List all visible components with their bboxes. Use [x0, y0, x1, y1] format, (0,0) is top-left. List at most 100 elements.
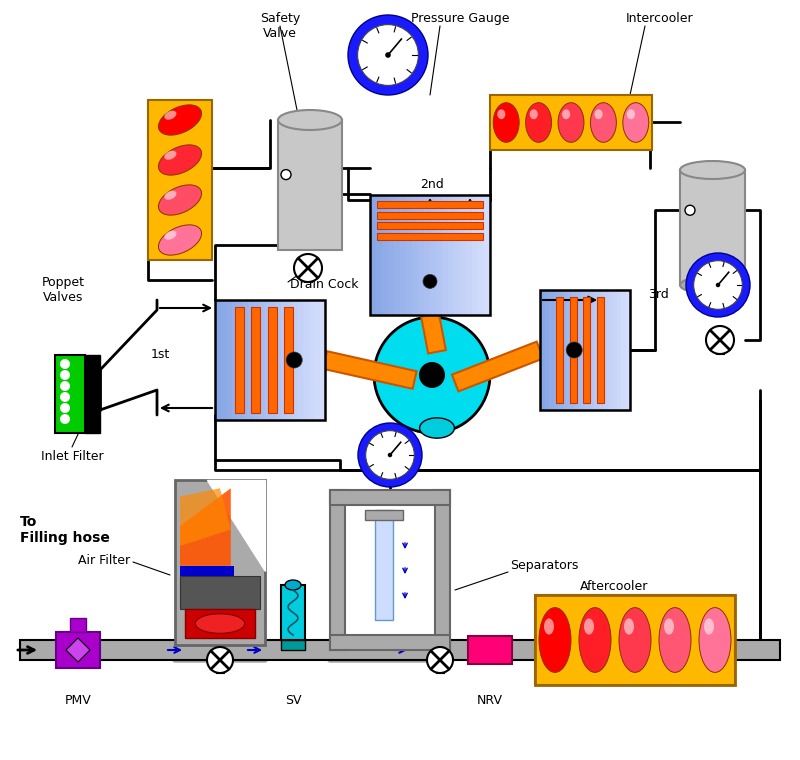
- Bar: [540, 290, 545, 410]
- Bar: [237, 300, 243, 420]
- Ellipse shape: [659, 607, 691, 673]
- Polygon shape: [206, 480, 265, 571]
- Circle shape: [348, 15, 428, 95]
- Bar: [562, 290, 567, 410]
- Bar: [319, 300, 326, 420]
- Bar: [221, 300, 226, 420]
- Text: Aftercooler: Aftercooler: [580, 580, 648, 593]
- Bar: [590, 290, 594, 410]
- Bar: [545, 290, 550, 410]
- Bar: [412, 195, 418, 315]
- Bar: [430, 195, 437, 315]
- Bar: [716, 347, 724, 354]
- Bar: [378, 201, 482, 208]
- Bar: [378, 222, 482, 230]
- Bar: [400, 195, 406, 315]
- Bar: [304, 254, 312, 261]
- Bar: [185, 609, 255, 638]
- Bar: [148, 100, 212, 260]
- Ellipse shape: [158, 105, 202, 135]
- Bar: [549, 290, 554, 410]
- Bar: [680, 170, 745, 285]
- Circle shape: [60, 370, 70, 380]
- Bar: [468, 636, 512, 664]
- Circle shape: [60, 414, 70, 424]
- Bar: [281, 300, 287, 420]
- Polygon shape: [180, 488, 231, 565]
- Text: Inlet Filter: Inlet Filter: [41, 450, 103, 463]
- Circle shape: [60, 359, 70, 369]
- Bar: [215, 300, 221, 420]
- Circle shape: [281, 169, 291, 179]
- Ellipse shape: [285, 580, 301, 590]
- Circle shape: [358, 423, 422, 487]
- Circle shape: [686, 253, 750, 317]
- Polygon shape: [452, 341, 543, 391]
- Circle shape: [706, 326, 734, 354]
- Bar: [472, 195, 478, 315]
- Bar: [490, 95, 652, 150]
- Bar: [376, 195, 382, 315]
- Bar: [558, 290, 563, 410]
- Bar: [215, 300, 325, 420]
- Ellipse shape: [680, 276, 745, 294]
- Bar: [554, 290, 558, 410]
- Bar: [226, 300, 232, 420]
- Bar: [436, 667, 444, 673]
- Bar: [607, 290, 613, 410]
- Bar: [251, 307, 260, 413]
- Bar: [180, 576, 260, 609]
- Circle shape: [60, 381, 70, 391]
- Bar: [370, 195, 377, 315]
- Circle shape: [566, 342, 582, 358]
- Bar: [270, 300, 276, 420]
- Bar: [448, 195, 454, 315]
- Bar: [281, 585, 305, 640]
- Circle shape: [60, 403, 70, 413]
- Bar: [175, 480, 265, 645]
- Circle shape: [294, 254, 322, 282]
- Ellipse shape: [420, 418, 454, 439]
- Text: PMV: PMV: [65, 693, 91, 707]
- Bar: [418, 195, 425, 315]
- Bar: [242, 300, 249, 420]
- Polygon shape: [323, 351, 417, 389]
- Ellipse shape: [627, 109, 635, 119]
- Bar: [216, 667, 224, 673]
- Bar: [484, 195, 490, 315]
- Bar: [20, 640, 780, 660]
- Bar: [382, 195, 389, 315]
- Bar: [466, 195, 473, 315]
- Circle shape: [423, 274, 437, 288]
- Circle shape: [685, 205, 695, 215]
- Ellipse shape: [164, 150, 177, 160]
- Bar: [330, 490, 345, 650]
- Bar: [571, 290, 577, 410]
- Bar: [281, 640, 305, 650]
- Ellipse shape: [664, 619, 674, 635]
- Bar: [56, 632, 100, 668]
- Ellipse shape: [590, 103, 616, 142]
- Bar: [585, 290, 590, 410]
- Bar: [278, 120, 342, 250]
- Bar: [309, 300, 314, 420]
- Bar: [314, 300, 320, 420]
- Bar: [303, 300, 309, 420]
- Ellipse shape: [680, 161, 745, 179]
- Bar: [581, 290, 586, 410]
- Bar: [378, 233, 482, 239]
- Bar: [284, 307, 293, 413]
- Bar: [70, 618, 86, 632]
- Circle shape: [427, 647, 453, 673]
- Bar: [268, 307, 277, 413]
- Bar: [292, 300, 298, 420]
- Bar: [298, 300, 303, 420]
- Text: 1st: 1st: [150, 349, 170, 362]
- Bar: [406, 195, 413, 315]
- Polygon shape: [421, 313, 446, 353]
- Bar: [603, 290, 608, 410]
- Circle shape: [207, 647, 233, 673]
- Circle shape: [366, 431, 414, 480]
- Bar: [370, 195, 490, 315]
- Text: Intercooler: Intercooler: [626, 12, 694, 25]
